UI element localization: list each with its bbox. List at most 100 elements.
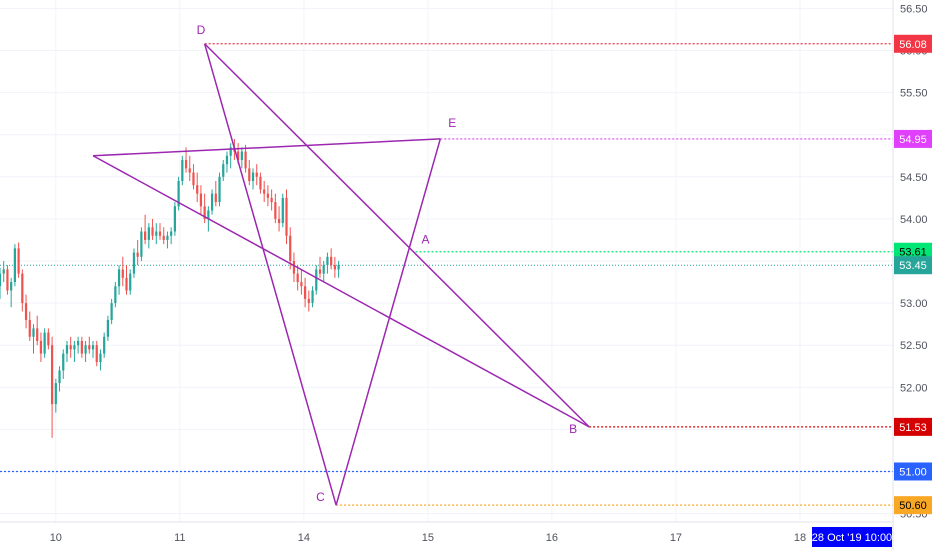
candle-body [237,151,240,160]
candle-body [166,235,169,240]
candle-body [155,231,158,236]
candle-body [229,147,232,156]
price-badge [894,256,932,275]
candle-body [337,265,340,270]
candlesticks [0,138,340,438]
price-badges: 56.08 54.95 53.61 51.53 51.00 50.60 53.45 [894,34,932,515]
candle-body [21,273,24,304]
candle-body [13,248,16,283]
candle-body [136,252,139,257]
candle-body [259,176,262,190]
candle-body [285,197,288,236]
candle-body [28,319,31,337]
candle-body [73,345,76,350]
candle-body [140,231,143,257]
candle-body [214,193,217,203]
y-tick-label: 52.00 [900,382,928,394]
candle-body [58,370,61,384]
candle-body [184,159,188,169]
candle-body [222,164,225,177]
pattern-line [203,43,337,506]
candle-body [80,340,83,354]
candle-body [333,265,336,270]
candle-body [255,172,258,177]
crosshair-time-text: 28 Oct '19 10:00 [812,532,892,544]
candle-body [39,340,43,354]
candle-body [177,181,180,207]
candle-body [207,210,210,219]
candle-body [32,328,35,337]
price-badge [894,129,932,148]
y-tick-label: 54.00 [900,214,928,226]
candle-body [303,286,307,299]
price-badge-text: 54.95 [899,134,927,146]
price-badge-text: 51.53 [899,422,927,434]
harmonic-pattern[interactable] [92,43,590,506]
x-tick-label: 14 [298,532,310,544]
candle-body [270,197,273,203]
candle-body [244,151,247,169]
price-badge-text: 53.61 [899,247,927,259]
candle-body [199,193,203,207]
candle-body [218,176,221,203]
candle-body [54,383,57,405]
x-tick-label: 11 [174,532,185,544]
candle-body [99,353,102,363]
time-axis[interactable]: 10 11 14 15 16 17 18 [50,532,806,544]
candle-body [117,269,121,287]
candle-body [10,282,13,291]
candle-body [274,202,277,219]
candle-body [17,248,20,274]
x-tick-label: 18 [794,532,806,544]
candle-body [203,206,206,219]
x-tick-label: 10 [50,532,62,544]
y-tick-label: 53.00 [900,298,928,310]
candle-body [196,185,199,194]
candle-body [289,235,292,261]
candle-body [266,193,270,198]
point-label: A [421,233,429,247]
candle-body [277,218,281,224]
y-tick-label: 52.50 [900,340,928,352]
candle-body [326,256,329,266]
candle-body [330,256,333,266]
candle-body [318,269,322,274]
candle-body [248,168,251,182]
candle-body [173,206,176,232]
x-tick-label: 16 [546,532,558,544]
point-label: B [569,422,577,436]
candle-body [129,273,132,291]
price-badge-text: 51.00 [899,466,927,478]
candle-body [315,269,318,291]
candle-body [47,332,50,346]
candle-body [65,345,69,354]
candle-body [77,340,80,346]
price-badge-text: 53.45 [899,260,927,272]
candle-body [210,193,214,211]
candle-body [292,261,296,274]
point-label: C [316,490,325,504]
candle-body [103,336,106,354]
candle-body [251,172,255,182]
candle-body [62,353,65,371]
candle-body [110,303,113,320]
candle-body [281,197,284,224]
candle-body [296,273,299,283]
y-tick-label: 54.50 [900,172,928,184]
candle-body [125,277,128,291]
candle-body [143,231,147,240]
candle-body [162,235,165,240]
candle-body [322,265,325,274]
price-badge [894,462,932,481]
price-badge-text: 56.08 [899,39,927,51]
candle-body [147,227,150,240]
pattern-point-labels: D E A B C [197,23,578,504]
candle-body [0,273,2,287]
candle-body [188,168,191,173]
candle-body [121,269,124,278]
x-tick-label: 17 [670,532,682,544]
price-levels [0,43,893,506]
y-tick-label: 55.50 [900,88,928,100]
candle-body [95,345,98,363]
